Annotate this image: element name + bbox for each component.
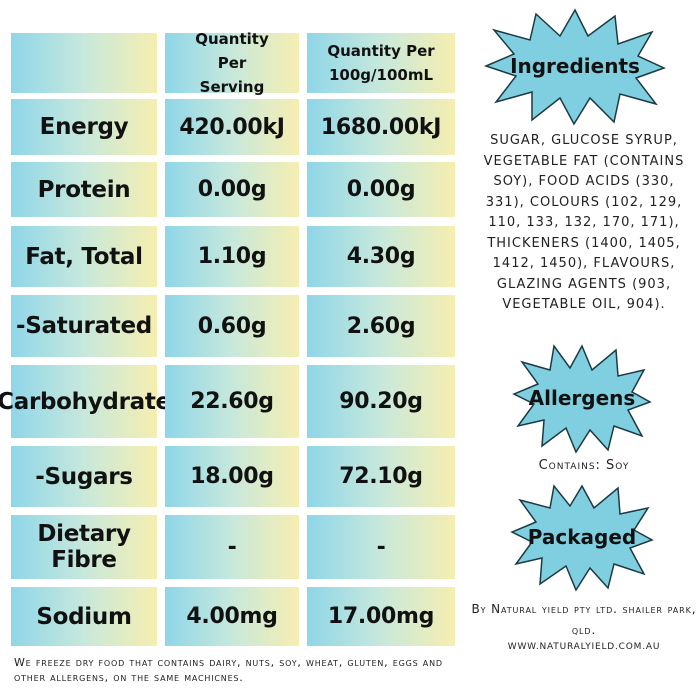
allergens-text: Contains: Soy [538,458,630,473]
packaged-badge: Packaged [510,482,654,592]
website-link[interactable]: www.naturalyield.com.au [507,642,661,652]
allergens-badge: Allergens [512,342,652,454]
row-sodium-per100: 17.00mg [307,587,455,646]
row-energy-serving: 420.00kJ [165,99,299,155]
ingredients-title: Ingredients [510,54,640,78]
row-energy-per100: 1680.00kJ [307,99,455,155]
allergens-title: Allergens [528,386,636,410]
packaged-text: By Natural yield pty ltd. shailer park, … [471,602,697,637]
packaged-title: Packaged [527,525,637,549]
row-label-carbohydrate: Carbohydrate [0,365,171,438]
row-label-energy: Energy [11,99,157,155]
row-sugars-serving: 18.00g [165,446,299,507]
row-saturated-serving: 0.60g [165,295,299,357]
row-label-dietary-fibre: Dietary Fibre [11,515,157,579]
row-dietary-fibre-per100: - [307,515,455,579]
row-label-sodium: Sodium [11,587,157,646]
row-fat-total-per100: 4.30g [307,226,455,287]
starburst-shape [484,8,666,126]
row-sugars-per100: 72.10g [307,446,455,507]
row-protein-serving: 0.00g [165,162,299,217]
header-quantity-per-100g: Quantity Per 100g/100mL [307,33,455,93]
starburst-shape [512,344,652,454]
row-label-fat-total: Fat, Total [11,226,157,287]
row-label-protein: Protein [11,162,157,217]
header-empty-cell [11,33,157,93]
header-quantity-per-serving: Quantity Per Serving [165,30,299,96]
row-fat-total-serving: 1.10g [165,226,299,287]
row-carbohydrate-per100: 90.20g [307,365,455,438]
row-label-sugars: -Sugars [11,446,157,507]
row-protein-per100: 0.00g [307,162,455,217]
row-dietary-fibre-serving: - [165,515,299,579]
starburst-shape [510,484,654,592]
ingredients-badge: Ingredients [484,6,666,126]
row-carbohydrate-serving: 22.60g [165,365,299,438]
allergen-footer-note: We freeze dry food that contains dairy, … [14,656,443,684]
row-label-saturated: -Saturated [11,295,157,357]
ingredients-text: SUGAR, GLUCOSE SYRUP, VEGETABLE FAT (CON… [483,133,685,312]
row-sodium-serving: 4.00mg [165,587,299,646]
row-saturated-per100: 2.60g [307,295,455,357]
